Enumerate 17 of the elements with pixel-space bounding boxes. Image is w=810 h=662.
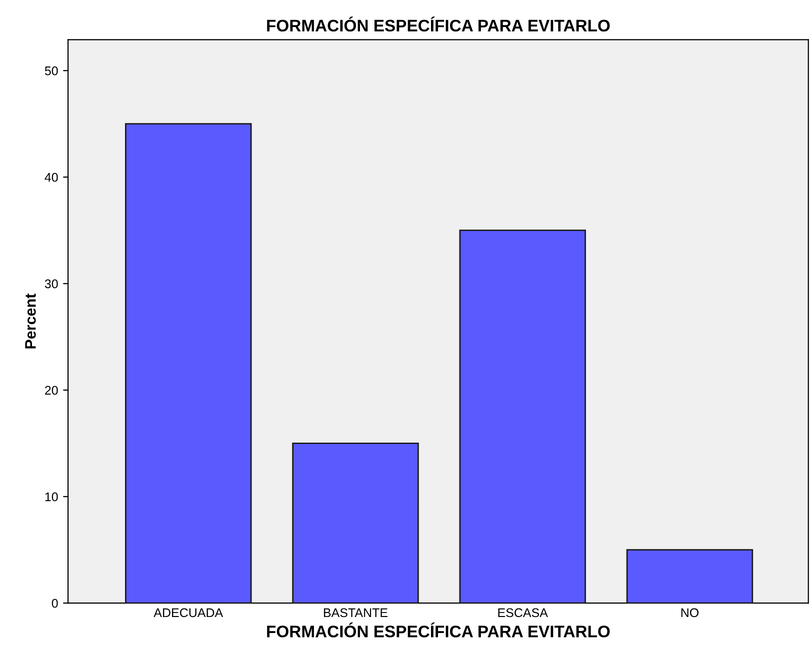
y-axis-title: Percent [25,294,36,348]
bar [626,549,754,604]
x-tick-label: NO [681,608,698,618]
y-tick-label: 30 [44,279,58,288]
bar [292,442,419,604]
y-tick-label: 10 [45,492,58,502]
x-tick-label: ESCASA [498,608,548,618]
y-tick-label: 50 [44,66,58,76]
y-tick-label: 40 [44,172,58,182]
x-axis-title: FORMACIÓN ESPECÍFICA PARA EVITARLO [267,622,610,638]
y-tick-label: 20 [45,386,58,395]
bar [125,123,252,604]
x-tick-label: ADECUADA [154,608,224,618]
chart-title: FORMACIÓN ESPECÍFICA PARA EVITARLO [267,16,610,32]
y-tick-label: 0 [52,598,58,608]
x-tick-label: BASTANTE [324,608,388,618]
bar [459,230,586,604]
